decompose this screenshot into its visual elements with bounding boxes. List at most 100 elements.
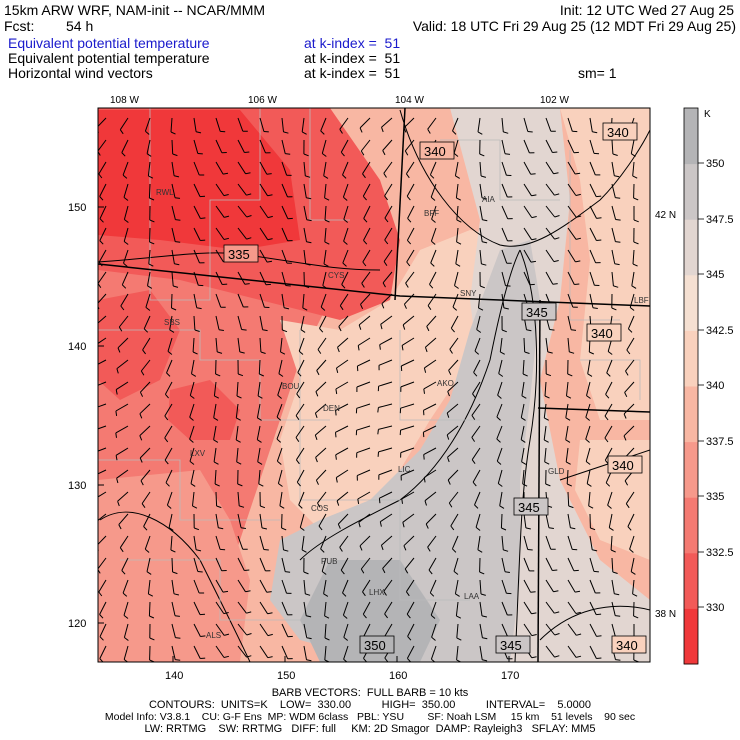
wind-barb-flag — [189, 461, 195, 465]
wind-barb-flag — [244, 569, 250, 571]
wind-barb-flag — [224, 633, 230, 636]
wind-barb-flag — [358, 324, 362, 330]
wind-barb-flag — [575, 237, 582, 240]
wind-barb-flag — [362, 173, 366, 179]
wind-barb-flag — [477, 131, 483, 135]
wind-barb — [318, 513, 327, 527]
station-label: ALS — [206, 631, 221, 640]
wind-barb — [384, 601, 393, 615]
wind-barb — [324, 601, 327, 616]
wind-barb — [167, 337, 173, 352]
wind-barb-flag — [324, 197, 330, 201]
wind-barb — [192, 337, 195, 353]
wind-barb — [567, 337, 570, 352]
station-label: SBS — [164, 318, 180, 327]
wind-barb-flag — [263, 549, 269, 551]
wind-barb-flag — [545, 483, 551, 487]
wind-barb-flag — [531, 238, 537, 241]
wind-barb — [382, 139, 393, 151]
wind-barb-flag — [568, 505, 574, 509]
wind-barb-flag — [174, 197, 181, 199]
wind-barb — [450, 513, 459, 527]
wind-barb-flag — [200, 635, 206, 637]
wind-barb-flag — [99, 196, 104, 201]
wind-barb — [567, 513, 571, 528]
wind-barb — [378, 425, 393, 430]
wind-barb — [215, 315, 220, 330]
wind-barb — [281, 161, 288, 176]
contour-label: 335 — [228, 247, 250, 262]
wind-barb — [627, 513, 635, 527]
wind-barb — [471, 425, 481, 438]
forecast-label: Fcst: — [4, 18, 35, 34]
wind-barb — [424, 359, 437, 369]
wind-barb — [164, 447, 173, 461]
wind-barb-flag — [423, 454, 425, 460]
wind-barb-flag — [217, 351, 223, 354]
wind-barb-flag — [596, 635, 602, 637]
wind-barb — [406, 227, 415, 241]
wind-barb — [383, 249, 393, 262]
wind-barb-flag — [552, 283, 558, 285]
wind-barb-flag — [223, 655, 230, 658]
wind-barb-flag — [612, 571, 618, 574]
wind-barb-flag — [267, 633, 273, 637]
colorbar-cell — [684, 497, 698, 554]
wind-barb-flag — [321, 153, 327, 157]
wind-barb — [545, 601, 555, 614]
wind-barb-flag — [554, 237, 560, 240]
wind-barb — [427, 117, 437, 130]
wind-barb-flag — [596, 195, 602, 198]
wind-barb-flag — [631, 285, 637, 289]
wind-barb — [405, 271, 415, 284]
wind-barb — [452, 117, 459, 132]
station-label: BFF — [424, 209, 439, 218]
wind-barb — [523, 271, 531, 285]
wind-barb — [604, 425, 613, 439]
wind-barb — [215, 623, 225, 636]
wind-barb-flag — [167, 504, 172, 509]
contour-label: 340 — [424, 144, 446, 159]
wind-barb-flag — [223, 194, 229, 197]
wind-barb — [567, 183, 577, 196]
wind-barb-flag — [552, 569, 558, 571]
wind-barb-flag — [222, 590, 229, 593]
wind-barb — [122, 579, 129, 594]
wind-barb — [303, 579, 306, 594]
wind-barb — [343, 227, 349, 242]
wind-barb — [281, 645, 289, 660]
wind-barb — [98, 117, 107, 128]
wind-barb-flag — [196, 307, 202, 310]
wind-barb — [430, 227, 437, 242]
wind-barb — [427, 535, 437, 548]
wind-barb-flag — [121, 570, 126, 575]
wind-barb-flag — [632, 593, 638, 597]
wind-barb-flag — [473, 372, 478, 377]
wind-barb — [335, 447, 349, 456]
wind-barb-flag — [174, 615, 180, 617]
wind-barb-flag — [357, 498, 360, 504]
wind-barb-flag — [262, 329, 268, 332]
wind-barb — [169, 315, 173, 330]
wind-barb-flag — [476, 329, 482, 333]
wind-barb — [342, 579, 349, 594]
wind-barb-flag — [406, 195, 411, 201]
wind-barb — [430, 249, 437, 264]
wind-barb-flag — [190, 483, 196, 487]
wind-barb — [99, 205, 107, 219]
wind-barb-flag — [453, 153, 459, 157]
wind-barb-flag — [149, 637, 155, 641]
wind-barb-flag — [99, 636, 104, 641]
wind-barb — [499, 337, 503, 352]
wind-barb — [297, 359, 305, 373]
wind-barb-flag — [295, 415, 300, 420]
wind-barb — [213, 403, 217, 418]
wind-barb — [98, 381, 107, 386]
wind-barb — [237, 271, 246, 285]
wind-barb-flag — [452, 306, 458, 311]
lon-label-108w: 108 W — [110, 95, 139, 106]
wind-barb-flag — [146, 571, 152, 575]
wind-barb — [520, 425, 525, 440]
wind-barb — [281, 139, 286, 154]
wind-barb-flag — [521, 461, 527, 465]
